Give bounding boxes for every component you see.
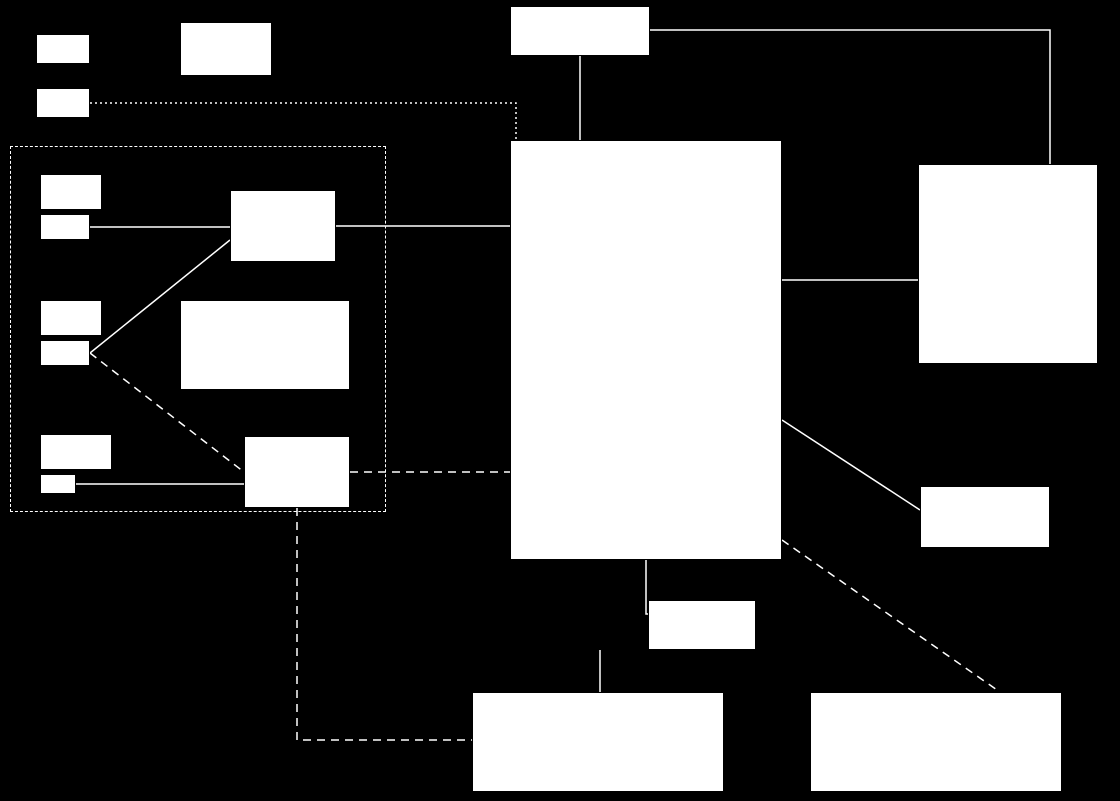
node-n17 bbox=[648, 600, 756, 650]
node-n2 bbox=[180, 22, 272, 76]
node-n1 bbox=[36, 34, 90, 64]
edge-n3-n14 bbox=[90, 103, 516, 140]
edge-n13-n18 bbox=[297, 508, 472, 740]
edge-n14-n19 bbox=[782, 540, 1000, 692]
node-n8 bbox=[40, 300, 102, 336]
node-n14 bbox=[510, 140, 782, 560]
node-n3 bbox=[36, 88, 90, 118]
node-n5 bbox=[40, 174, 102, 210]
node-n12 bbox=[40, 474, 76, 494]
node-n19 bbox=[810, 692, 1062, 792]
node-n13 bbox=[244, 436, 350, 508]
node-n7 bbox=[230, 190, 336, 262]
node-n9 bbox=[40, 340, 90, 366]
node-n11 bbox=[40, 434, 112, 470]
node-n6 bbox=[40, 214, 90, 240]
node-n18 bbox=[472, 692, 724, 792]
node-n16 bbox=[920, 486, 1050, 548]
node-n15 bbox=[918, 164, 1098, 364]
node-n4 bbox=[510, 6, 650, 56]
node-n10 bbox=[180, 300, 350, 390]
edge-n14-n16 bbox=[782, 420, 920, 510]
